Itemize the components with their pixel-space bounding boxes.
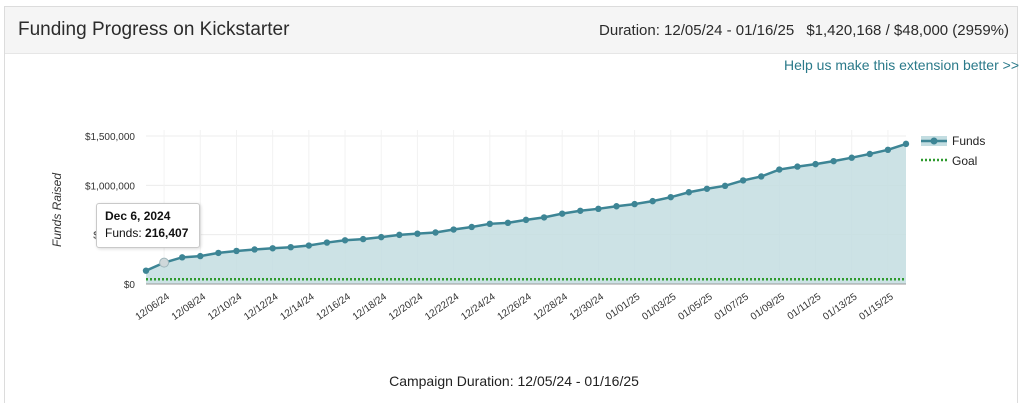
- x-tick-label: 12/06/24: [134, 291, 173, 323]
- funds-point[interactable]: [848, 154, 855, 161]
- funds-point[interactable]: [450, 226, 457, 233]
- funds-point[interactable]: [178, 254, 186, 261]
- y-tick-label: $0: [124, 280, 136, 291]
- tooltip-label: Funds:: [105, 226, 142, 240]
- x-axis-ticks: 12/06/2412/08/2412/10/2412/12/2412/14/24…: [134, 291, 896, 323]
- funds-point[interactable]: [269, 245, 276, 252]
- funds-point[interactable]: [197, 252, 204, 260]
- x-tick-label: 12/26/24: [496, 291, 535, 323]
- y-axis-title: Funds Raised: [50, 173, 64, 247]
- data-tooltip: Dec 6, 2024 Funds: 216,407: [96, 203, 200, 248]
- funds-point[interactable]: [359, 235, 367, 243]
- x-tick-label: 01/07/25: [713, 291, 752, 323]
- funds-point[interactable]: [812, 160, 819, 168]
- funds-point[interactable]: [595, 205, 602, 213]
- x-tick-label: 01/15/25: [857, 291, 896, 323]
- funds-point[interactable]: [305, 242, 313, 249]
- funds-point[interactable]: [432, 229, 439, 236]
- funds-point[interactable]: [884, 146, 892, 154]
- funds-point[interactable]: [504, 219, 512, 227]
- x-tick-label: 01/13/25: [821, 291, 860, 323]
- funds-point[interactable]: [866, 150, 874, 158]
- tooltip-value: 216,407: [145, 226, 189, 240]
- funds-point[interactable]: [215, 249, 222, 257]
- x-tick-label: 01/05/25: [676, 291, 715, 323]
- x-tick-label: 12/14/24: [278, 291, 317, 323]
- funds-point[interactable]: [159, 257, 170, 268]
- funds-point[interactable]: [287, 243, 294, 251]
- funds-point[interactable]: [794, 163, 801, 170]
- funds-area: [146, 143, 906, 284]
- x-tick-label: 12/22/24: [423, 291, 462, 323]
- legend-funds-marker: [930, 137, 938, 145]
- funds-point[interactable]: [323, 239, 331, 246]
- funds-point[interactable]: [558, 210, 566, 217]
- funds-point[interactable]: [613, 203, 620, 210]
- funds-point[interactable]: [468, 223, 475, 231]
- funds-point[interactable]: [414, 230, 421, 237]
- funding-summary: $1,420,168 / $48,000 (2959%): [806, 22, 1009, 39]
- funds-point[interactable]: [667, 193, 674, 201]
- x-tick-label: 12/28/24: [532, 291, 571, 323]
- funds-point[interactable]: [721, 182, 729, 190]
- help-feedback-link[interactable]: Help us make this extension better >>: [783, 57, 1019, 73]
- chart-legend[interactable]: Funds Goal: [921, 134, 985, 168]
- funds-point[interactable]: [540, 214, 548, 221]
- x-tick-label: 01/01/25: [604, 291, 643, 323]
- funds-point[interactable]: [341, 237, 349, 244]
- funds-point[interactable]: [142, 267, 150, 274]
- y-tick-label: $1,500,000: [85, 132, 135, 143]
- campaign-meta: Duration: 12/05/24 - 01/16/25 $1,420,168…: [591, 22, 1009, 39]
- x-tick-label: 12/16/24: [315, 291, 354, 323]
- funds-point[interactable]: [649, 197, 656, 205]
- x-tick-label: 01/09/25: [749, 291, 788, 323]
- funds-point[interactable]: [830, 157, 837, 165]
- chart-caption: Campaign Duration: 12/05/24 - 01/16/25: [389, 373, 639, 389]
- funds-point[interactable]: [685, 189, 693, 196]
- funds-point[interactable]: [378, 233, 385, 241]
- funds-point[interactable]: [631, 200, 638, 208]
- funds-points: [142, 140, 910, 274]
- x-tick-label: 12/12/24: [242, 291, 281, 323]
- panel-title: Funding Progress on Kickstarter: [18, 19, 290, 40]
- x-tick-label: 12/10/24: [206, 291, 245, 323]
- funds-point[interactable]: [233, 247, 240, 255]
- x-tick-label: 12/30/24: [568, 291, 607, 323]
- campaign-duration: Duration: 12/05/24 - 01/16/25: [599, 22, 795, 39]
- x-tick-label: 12/08/24: [170, 291, 209, 323]
- x-tick-label: 12/20/24: [387, 291, 426, 323]
- funds-point[interactable]: [758, 173, 765, 180]
- funds-point[interactable]: [703, 185, 711, 192]
- funds-point[interactable]: [396, 231, 403, 239]
- tooltip-date: Dec 6, 2024: [105, 209, 171, 223]
- funds-point[interactable]: [776, 166, 783, 173]
- funds-point[interactable]: [486, 220, 494, 228]
- x-tick-label: 12/18/24: [351, 291, 390, 323]
- x-tick-label: 01/11/25: [786, 291, 824, 322]
- funds-point[interactable]: [902, 140, 910, 148]
- y-tick-label: $1,000,000: [85, 181, 135, 192]
- funds-point[interactable]: [251, 246, 258, 253]
- x-tick-label: 01/03/25: [640, 291, 679, 323]
- legend-goal-label[interactable]: Goal: [952, 154, 977, 168]
- x-tick-label: 12/24/24: [459, 291, 498, 323]
- funds-point[interactable]: [577, 207, 584, 214]
- legend-funds-label[interactable]: Funds: [952, 134, 985, 148]
- panel-header: Funding Progress on Kickstarter Duration…: [5, 7, 1017, 54]
- funds-point[interactable]: [522, 216, 530, 224]
- funds-point[interactable]: [739, 177, 747, 184]
